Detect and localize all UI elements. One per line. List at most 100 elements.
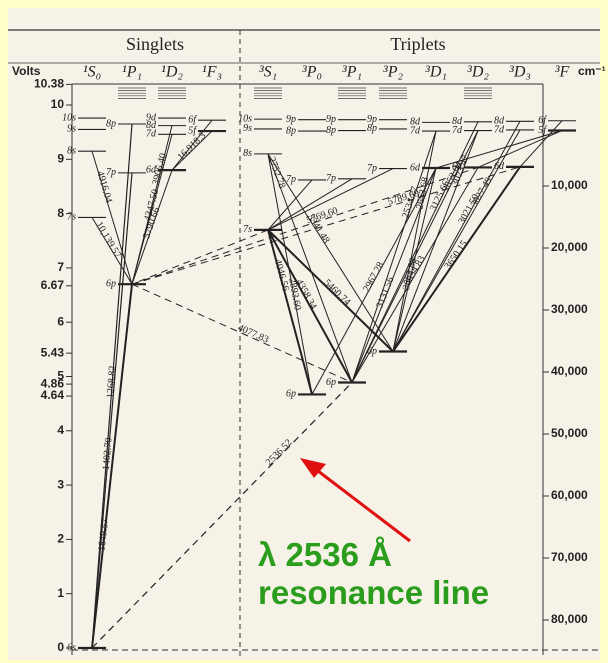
level-label: 6p bbox=[286, 389, 296, 400]
column-label: ³P₀ bbox=[302, 64, 322, 81]
level-label: 9s bbox=[243, 123, 252, 134]
volt-tick-label: 10.38 bbox=[34, 77, 64, 91]
levels: 6s7s8s9s10s6p7p8p6d7d8d9d5f6f7s8s9s10s6p… bbox=[62, 87, 576, 653]
level-label: 6f bbox=[188, 115, 197, 126]
column-label: ¹P₁ bbox=[122, 64, 142, 81]
level-label: 8p bbox=[286, 125, 296, 136]
wavenumber-tick-label: 50,000 bbox=[551, 426, 588, 440]
level-label: 8d bbox=[410, 117, 421, 128]
level-label: 9p bbox=[286, 114, 296, 125]
unit-label: cm⁻¹ bbox=[578, 64, 606, 78]
volt-tick-label: 5.43 bbox=[41, 345, 65, 359]
transition bbox=[351, 130, 437, 383]
transition bbox=[91, 123, 133, 649]
column-label: ³P₁ bbox=[342, 64, 362, 81]
column-label: ³F bbox=[555, 64, 570, 81]
column-label: ¹D₂ bbox=[161, 64, 183, 81]
transition bbox=[171, 119, 213, 171]
level-label: 9p bbox=[367, 114, 377, 125]
volt-tick-label: 4.86 bbox=[41, 376, 65, 390]
level-label: 6p bbox=[106, 278, 116, 289]
transition bbox=[91, 382, 353, 649]
level-label: 8s bbox=[67, 145, 76, 156]
level-label: 7p bbox=[326, 173, 336, 184]
transition bbox=[351, 121, 479, 383]
volt-tick-label: 2 bbox=[57, 532, 64, 546]
wavenumber-tick-label: 20,000 bbox=[551, 240, 588, 254]
column-label: ³D₂ bbox=[467, 64, 489, 81]
level-label: 8p bbox=[106, 118, 116, 129]
arrow-head bbox=[300, 458, 326, 478]
level-label: 6d bbox=[146, 164, 157, 175]
level-label: 7d bbox=[146, 129, 157, 140]
transition bbox=[91, 172, 133, 649]
transition bbox=[131, 166, 479, 285]
level-label: 7p bbox=[367, 163, 377, 174]
annotation-line1: λ 2536 Å bbox=[258, 536, 392, 573]
level-label: 9s bbox=[67, 124, 76, 135]
level-label: 10s bbox=[238, 113, 252, 124]
transition bbox=[519, 120, 563, 168]
level-label: 6p bbox=[367, 346, 377, 357]
level-label: 5f bbox=[538, 125, 547, 136]
column-label: ³S₁ bbox=[259, 64, 277, 81]
arrow-shaft bbox=[317, 469, 411, 543]
level-label: 6d bbox=[452, 162, 463, 173]
transition bbox=[267, 229, 353, 383]
transition bbox=[131, 166, 521, 285]
transition bbox=[91, 151, 133, 285]
transition bbox=[311, 167, 437, 395]
transition bbox=[392, 130, 479, 352]
singlets-header: Singlets bbox=[126, 34, 184, 54]
column-label: ³P₂ bbox=[383, 64, 404, 81]
level-label: 7d bbox=[410, 125, 421, 136]
level-label: 6d bbox=[410, 162, 421, 173]
transition bbox=[131, 134, 173, 285]
transition bbox=[131, 169, 173, 285]
transition bbox=[267, 229, 313, 395]
volt-tick-label: 6.67 bbox=[41, 278, 65, 292]
transition bbox=[392, 121, 521, 352]
level-label: 8d bbox=[146, 120, 157, 131]
paper bbox=[8, 8, 600, 660]
wavenumber-tick-label: 40,000 bbox=[551, 364, 588, 378]
volt-tick-label: 1 bbox=[57, 586, 64, 600]
wavenumber-tick-label: 60,000 bbox=[551, 488, 588, 502]
level-label: 9p bbox=[326, 114, 336, 125]
transition bbox=[267, 153, 353, 383]
wavenumber-tick-label: 80,000 bbox=[551, 612, 588, 626]
wavelength-label: 1268.82 bbox=[105, 365, 118, 398]
level-label: 8p bbox=[326, 125, 336, 136]
volt-tick-label: 3 bbox=[57, 477, 64, 491]
wavelength-label: 1402.70 bbox=[101, 437, 115, 470]
level-label: 5f bbox=[188, 125, 197, 136]
column-label: ¹S₀ bbox=[83, 64, 101, 81]
transition bbox=[351, 167, 479, 383]
transition bbox=[351, 130, 479, 383]
volts-label: Volts bbox=[12, 64, 41, 78]
transition bbox=[91, 284, 133, 649]
transition bbox=[131, 283, 353, 383]
level-label: 9d bbox=[146, 112, 157, 123]
level-label: 7d bbox=[494, 124, 505, 135]
level-label: 6f bbox=[538, 115, 547, 126]
annotation-line2: resonance line bbox=[258, 574, 489, 611]
triplets-header: Triplets bbox=[390, 34, 445, 54]
volt-tick-label: 5 bbox=[57, 369, 64, 383]
transition bbox=[392, 129, 521, 352]
wavenumber-tick-label: 70,000 bbox=[551, 550, 588, 564]
level-label: 6d bbox=[494, 161, 505, 172]
level-label: 8d bbox=[494, 116, 505, 127]
level-label: 10s bbox=[62, 112, 76, 123]
column-label: ³D₃ bbox=[509, 64, 531, 81]
level-label: 8d bbox=[452, 116, 463, 127]
transition bbox=[131, 229, 269, 285]
level-label: 7s bbox=[67, 212, 76, 223]
level-label: 7d bbox=[452, 125, 463, 136]
volt-tick-label: 6 bbox=[57, 314, 64, 328]
transition bbox=[267, 178, 353, 231]
volt-tick-label: 4 bbox=[57, 423, 64, 437]
volt-tick-label: 7 bbox=[57, 260, 64, 274]
transition bbox=[392, 167, 437, 352]
